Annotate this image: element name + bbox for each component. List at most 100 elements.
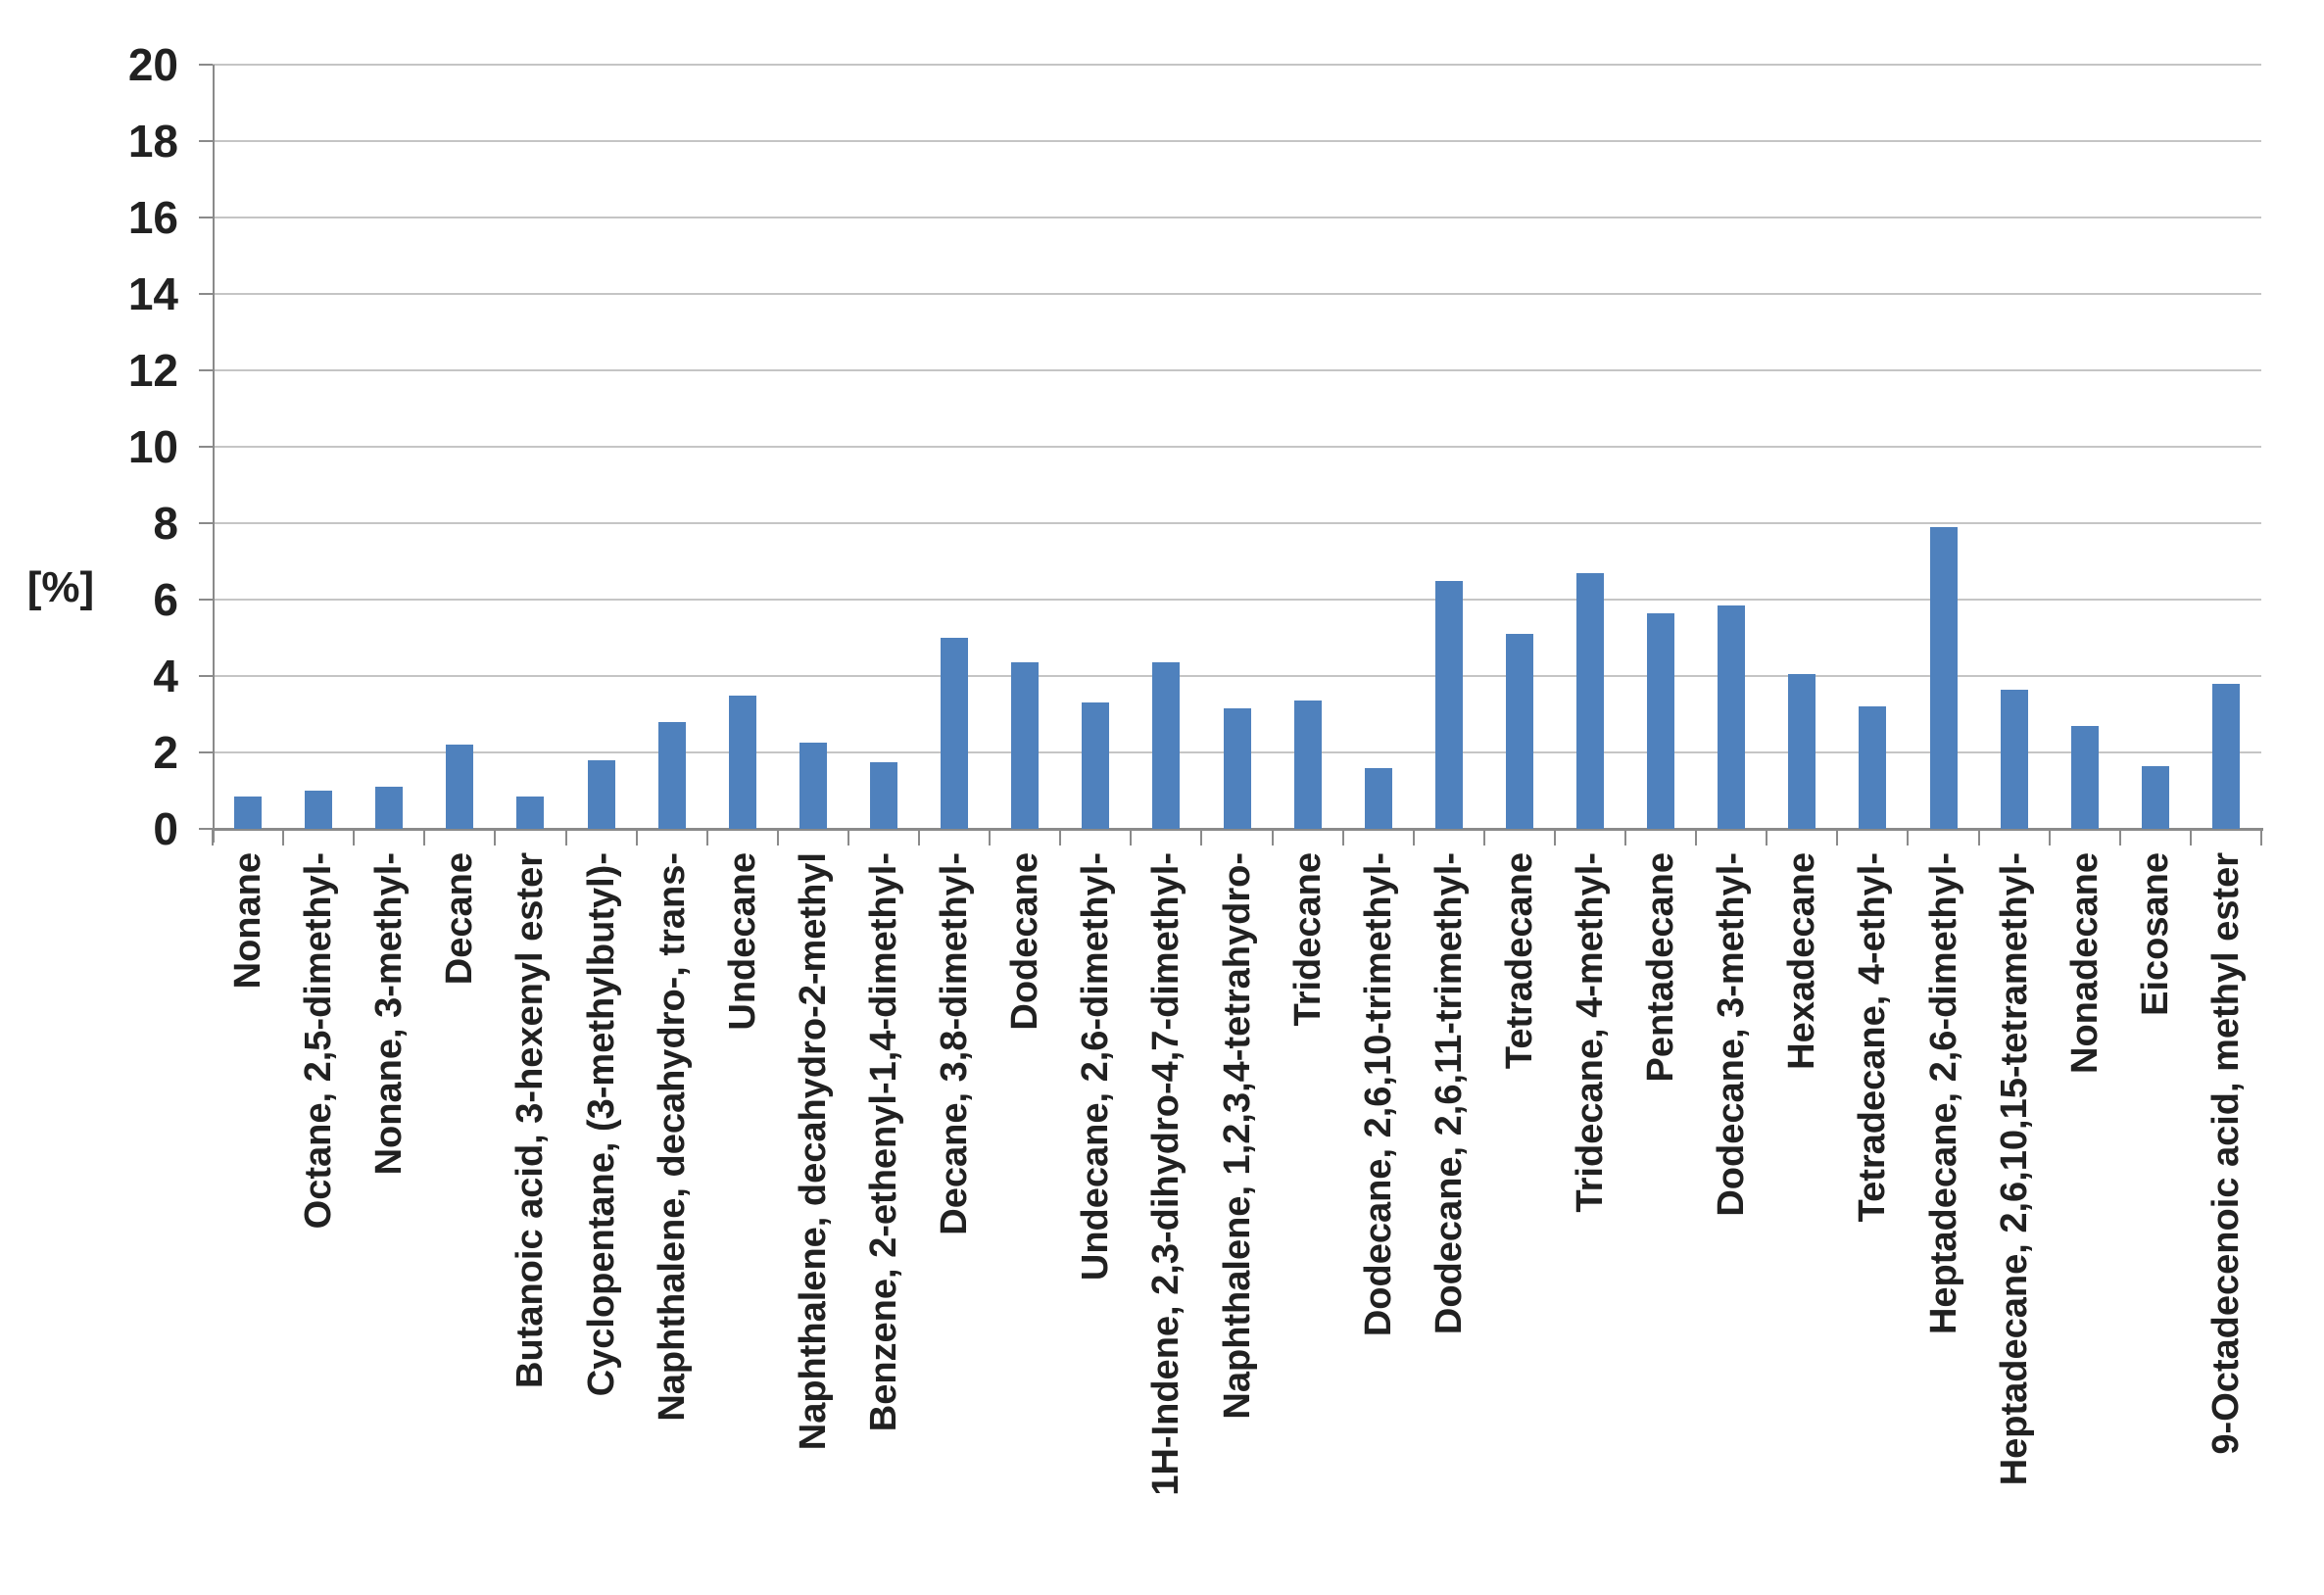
bar (2070, 725, 2099, 829)
gridline (213, 675, 2261, 677)
x-axis-line (213, 828, 2263, 831)
bar (941, 638, 969, 829)
x-axis-category-label: Tetradecane, 4-ethyl- (1852, 852, 1894, 1223)
bar (728, 695, 756, 829)
y-axis-tick-label: 0 (153, 803, 178, 854)
bar (1576, 572, 1605, 829)
y-axis-tick-label: 8 (153, 498, 178, 549)
bar (1364, 767, 1392, 829)
gridline (213, 140, 2261, 142)
x-axis-tick (776, 830, 779, 846)
x-axis-category-label: Tridecane, 4-methyl- (1570, 852, 1612, 1213)
bar (1788, 674, 1816, 829)
x-axis-tick (1482, 830, 1485, 846)
x-axis-tick (1695, 830, 1698, 846)
x-axis-tick (1907, 830, 1910, 846)
x-axis-category-label: Butanoic acid, 3-hexenyl ester (509, 852, 552, 1388)
y-axis-tick-label: 20 (127, 39, 178, 90)
gridline (213, 293, 2261, 295)
x-axis-category-label: Benzene, 2-ethenyl-1,4-dimethyl- (862, 852, 904, 1432)
gridline (213, 446, 2261, 448)
gridline (213, 369, 2261, 371)
bar (587, 759, 615, 829)
x-axis-tick (705, 830, 708, 846)
x-axis-category-label: 1H-Indene, 2,3-dihydro-4,7-dimethyl- (1145, 852, 1187, 1496)
x-axis-category-label: Nonane, 3-methyl- (368, 852, 411, 1176)
y-axis-tick-label: 18 (127, 116, 178, 167)
y-axis-tick (199, 751, 213, 753)
x-axis-category-label: Heptadecane, 2,6,10,15-tetramethyl- (1993, 852, 2035, 1486)
x-axis-tick (494, 830, 497, 846)
bar (375, 787, 404, 829)
x-axis-tick (1624, 830, 1627, 846)
x-axis-tick (918, 830, 921, 846)
x-axis-category-label: Nonane (227, 852, 269, 990)
x-axis-category-label: Dodecane (1004, 852, 1046, 1031)
bar (869, 761, 897, 829)
x-axis-tick (989, 830, 992, 846)
bar (1929, 526, 1958, 829)
x-axis-tick (2048, 830, 2051, 846)
y-axis-unit-label: [%] (26, 563, 95, 611)
x-axis-tick (1200, 830, 1203, 846)
y-axis-line (213, 65, 215, 843)
y-axis-tick (199, 828, 213, 830)
bar (1505, 634, 1533, 829)
x-axis-tick (1059, 830, 1062, 846)
bar (446, 745, 474, 829)
x-axis-tick (1977, 830, 1980, 846)
x-axis-tick (1130, 830, 1133, 846)
y-axis-tick-label: 4 (153, 651, 178, 701)
x-axis-tick (2260, 830, 2262, 846)
x-axis-category-label: Tridecane (1286, 852, 1329, 1027)
y-axis-tick (199, 217, 213, 218)
x-axis-category-label: Heptadecane, 2,6-dimethyl- (1922, 852, 1964, 1335)
y-axis-tick (199, 522, 213, 524)
x-axis-tick (282, 830, 285, 846)
y-axis-tick-label: 6 (153, 574, 178, 625)
gridline (213, 599, 2261, 601)
x-axis-category-label: Nonadecane (2063, 852, 2106, 1074)
x-axis-tick (212, 830, 214, 846)
x-axis-category-label: Pentadecane (1640, 852, 1682, 1083)
gridline (213, 64, 2261, 66)
y-axis-tick (199, 369, 213, 371)
x-axis-category-label: Cyclopentane, (3-methylbutyl)- (580, 852, 622, 1397)
bar (1434, 580, 1463, 829)
x-axis-tick (2118, 830, 2121, 846)
bar (2000, 689, 2028, 829)
gridline (213, 217, 2261, 218)
x-axis-category-label: Naphthalene, 1,2,3,4-tetrahydro- (1216, 852, 1258, 1420)
y-axis-tick (199, 140, 213, 142)
x-axis-category-label: 9-Octadecenoic acid, methyl ester (2204, 852, 2247, 1455)
x-axis-category-label: Dodecane, 3-methyl- (1711, 852, 1753, 1217)
bar (516, 796, 545, 829)
bar (1647, 612, 1675, 829)
y-axis-tick-label: 14 (127, 268, 178, 319)
x-axis-category-label: Undecane (721, 852, 763, 1031)
x-axis-tick (1271, 830, 1274, 846)
bar (234, 796, 263, 829)
x-axis-tick (423, 830, 426, 846)
y-axis-tick (199, 675, 213, 677)
gridline (213, 522, 2261, 524)
bar (1293, 701, 1322, 829)
x-axis-category-label: Tetradecane (1498, 852, 1540, 1070)
x-axis-category-label: Dodecane, 2,6,11-trimethyl- (1428, 852, 1470, 1335)
x-axis-category-label: Hexadecane (1781, 852, 1823, 1070)
x-axis-category-label: Dodecane, 2,6,10-trimethyl- (1357, 852, 1399, 1337)
bar (1718, 604, 1746, 829)
x-axis-category-label: Eicosane (2134, 852, 2176, 1016)
x-axis-tick (635, 830, 638, 846)
x-axis-category-label: Decane, 3,8-dimethyl- (934, 852, 976, 1235)
x-axis-category-label: Octane, 2,5-dimethyl- (298, 852, 340, 1230)
x-axis-tick (1836, 830, 1839, 846)
x-axis-tick (564, 830, 567, 846)
x-axis-tick (1341, 830, 1344, 846)
y-axis-tick-label: 10 (127, 421, 178, 472)
x-axis-tick (353, 830, 356, 846)
bar (799, 743, 827, 829)
y-axis-tick-label: 2 (153, 727, 178, 778)
bar (1082, 702, 1110, 829)
